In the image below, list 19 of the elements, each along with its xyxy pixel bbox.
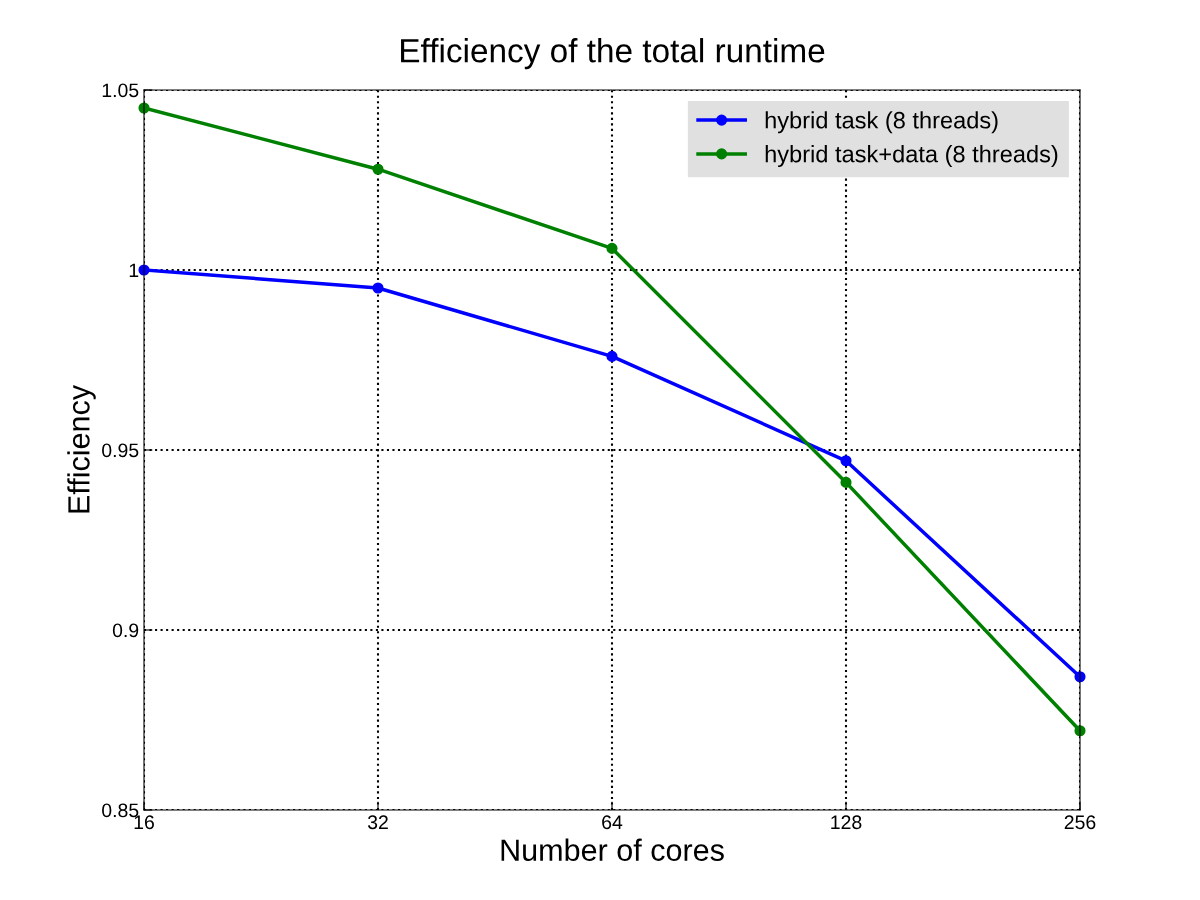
y-axis-title: Efficiency bbox=[67, 384, 96, 513]
x-tick-label: 32 bbox=[367, 815, 388, 830]
x-axis-title: Number of cores bbox=[501, 838, 724, 861]
point bbox=[606, 242, 618, 254]
y-tick-label: 1.05 bbox=[102, 83, 139, 98]
x-tick-label: 64 bbox=[602, 815, 623, 830]
y-tick-label: 0.95 bbox=[102, 443, 139, 458]
point bbox=[606, 350, 618, 362]
legend-label: hybrid task (8 threads) bbox=[765, 111, 998, 134]
point bbox=[840, 476, 852, 488]
point bbox=[372, 163, 384, 175]
y-tick-label: 1 bbox=[129, 263, 139, 278]
x-tick-label: 256 bbox=[1064, 815, 1096, 830]
y-tick-label: 0.9 bbox=[112, 623, 139, 638]
x-tick-label: 128 bbox=[831, 815, 862, 830]
point bbox=[372, 282, 384, 294]
point bbox=[840, 455, 852, 467]
chart-title: Efficiency of the total runtime bbox=[401, 38, 825, 70]
legend-label: hybrid task+data (8 threads) bbox=[765, 145, 1058, 168]
